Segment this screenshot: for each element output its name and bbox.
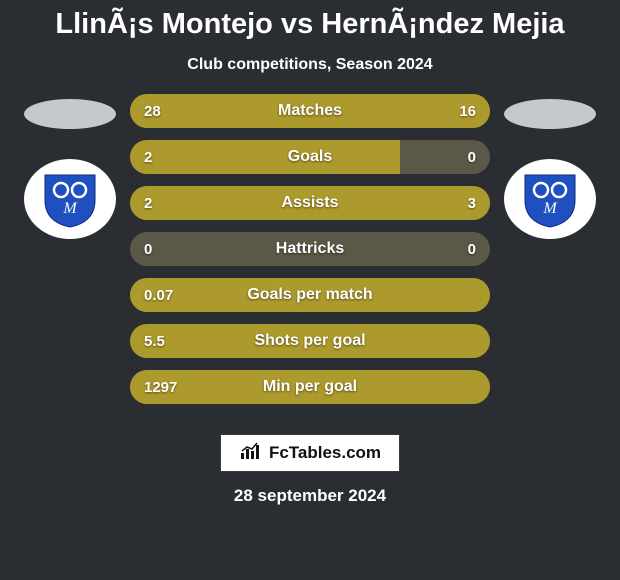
club-shield-icon: M	[40, 170, 100, 228]
club-shield-icon: M	[520, 170, 580, 228]
page-title: LlinÃ¡s Montejo vs HernÃ¡ndez Mejia	[0, 0, 620, 41]
stat-row: 0 Hattricks 0	[130, 232, 490, 266]
stat-value-left: 0.07	[144, 287, 173, 304]
stat-row: 2 Assists 3	[130, 186, 490, 220]
stat-fill-left	[130, 140, 400, 174]
stat-value-right: 3	[468, 195, 476, 212]
stat-value-left: 28	[144, 103, 161, 120]
stat-row: 28 Matches 16	[130, 94, 490, 128]
stat-row: 2 Goals 0	[130, 140, 490, 174]
stat-value-left: 2	[144, 149, 152, 166]
chart-icon	[239, 441, 263, 466]
subtitle: Club competitions, Season 2024	[0, 56, 620, 74]
svg-text:M: M	[62, 200, 78, 217]
footer-brand-logo[interactable]: FcTables.com	[220, 434, 400, 472]
comparison-date: 28 september 2024	[0, 486, 620, 506]
stat-value-right: 0	[468, 149, 476, 166]
stat-row: 1297 Min per goal	[130, 370, 490, 404]
stat-label: Hattricks	[276, 240, 344, 258]
stat-row: 0.07 Goals per match	[130, 278, 490, 312]
stat-value-left: 2	[144, 195, 152, 212]
stat-label: Goals per match	[247, 286, 372, 304]
player-left-avatar-placeholder	[24, 99, 116, 129]
stat-label: Matches	[278, 102, 342, 120]
stats-column: 28 Matches 16 2 Goals 0 2 Assists 3 0 Hattricks 0 0.…	[130, 94, 490, 416]
player-left-col: M	[20, 94, 120, 239]
comparison-content: M 28Matches162Goals02Assists30Hattricks0…	[0, 94, 620, 416]
svg-text:M: M	[542, 200, 558, 217]
stat-label: Goals	[288, 148, 332, 166]
stat-row: 5.5 Shots per goal	[130, 324, 490, 358]
stat-label: Min per goal	[263, 378, 357, 396]
player-left-club-badge: M	[24, 159, 116, 239]
player-right-club-badge: M	[504, 159, 596, 239]
stat-value-left: 5.5	[144, 333, 165, 350]
footer-brand-text: FcTables.com	[269, 443, 381, 463]
player-right-avatar-placeholder	[504, 99, 596, 129]
stat-value-right: 16	[459, 103, 476, 120]
player-right-col: M	[500, 94, 600, 239]
stat-label: Shots per goal	[254, 332, 365, 350]
stat-value-left: 0	[144, 241, 152, 258]
stat-label: Assists	[282, 194, 339, 212]
stat-value-left: 1297	[144, 379, 177, 396]
stat-value-right: 0	[468, 241, 476, 258]
